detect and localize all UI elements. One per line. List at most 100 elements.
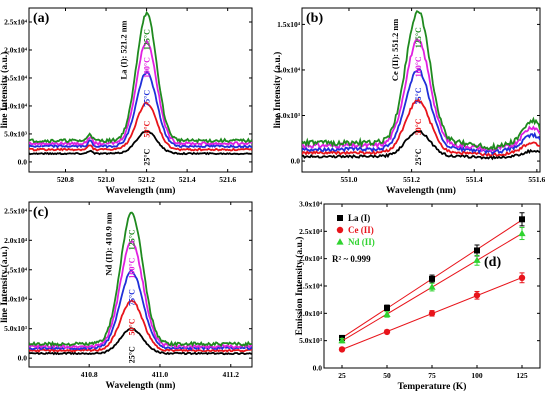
- data-point: [518, 229, 526, 237]
- temp-label-50: 50°C: [143, 120, 152, 137]
- data-point: [383, 328, 391, 336]
- data-point: [338, 336, 346, 344]
- spectrum-line-75: [29, 269, 252, 351]
- x-tick-label: 551.6: [528, 175, 545, 184]
- y-tick-label: 0.0: [291, 157, 301, 166]
- temp-label-100: 100°C: [128, 257, 137, 278]
- temp-label-50: 50°C: [128, 318, 137, 335]
- data-point: [428, 310, 436, 317]
- y-tick-label: 0.0: [18, 354, 28, 363]
- spectrum-line-75: [302, 68, 540, 156]
- legend-label: La (I): [348, 213, 370, 223]
- legend-marker: [336, 226, 344, 234]
- x-tick-label: 75: [428, 371, 436, 380]
- temp-label-100: 100°C: [414, 56, 423, 77]
- legend: La (I) Ce (II) Nd (II): [336, 213, 375, 247]
- data-point: [473, 292, 481, 299]
- y-axis-label: line Intensity (a.u.): [0, 246, 10, 323]
- data-point: [384, 304, 390, 311]
- x-tick-label: 521.2: [138, 175, 155, 184]
- temp-label-125: 125°C: [128, 229, 137, 250]
- data-point: [474, 247, 480, 254]
- temp-label-25: 25°C: [414, 148, 423, 165]
- y-axis-label: Emission Intensity (a.u.): [294, 237, 305, 336]
- y-tick-label: 5.0x10³: [299, 336, 323, 345]
- temp-label-125: 125°C: [143, 29, 152, 50]
- spectrum-line-25: [29, 327, 252, 356]
- spectra: [29, 10, 252, 156]
- y-tick-label: 5.0x10³: [4, 129, 28, 138]
- peak-label: Nd (II): 410.9 nm: [104, 212, 114, 275]
- spectrum-line-125: [302, 9, 540, 152]
- spectrum-line-75: [29, 70, 252, 149]
- y-tick-label: 2.0x10⁴: [299, 254, 323, 263]
- x-tick-label: 521.6: [219, 175, 236, 184]
- spectrum-line-125: [29, 211, 252, 348]
- spectrum-line-25: [302, 129, 540, 161]
- panel-b: 551.0 551.2 551.4 551.6 0.0 5.0x10³ 1.0x10⁴ 1.5…: [272, 7, 546, 196]
- spectrum-line-50: [29, 299, 252, 353]
- plot-frame: [301, 7, 541, 173]
- y-tick-label: 1.0x10⁴: [4, 295, 28, 304]
- panel-label: (c): [33, 205, 49, 220]
- y-tick-label: 2.0x10⁴: [4, 236, 28, 245]
- x-tick-label: 411.0: [152, 370, 169, 379]
- x-tick-label: 25: [338, 371, 346, 380]
- y-tick-label: 5.0x10³: [4, 324, 28, 333]
- y-axis-label: line Intensity (a.u.): [272, 52, 283, 129]
- peak-label: La (I): 521.2 nm: [119, 20, 129, 79]
- spectrum-line-25: [29, 129, 252, 156]
- y-tick-label: 1.0x10⁴: [299, 309, 323, 318]
- data-point: [519, 216, 525, 223]
- plot-frame: [28, 201, 253, 368]
- data-point: [338, 346, 346, 353]
- legend-label: Nd (II): [348, 237, 375, 247]
- spectra: [29, 211, 252, 356]
- spectrum-line-50: [302, 97, 540, 158]
- spectrum-line-50: [29, 101, 252, 152]
- y-tick-label: 2.5x10⁴: [4, 17, 28, 26]
- temp-label-75: 75°C: [414, 87, 423, 104]
- x-tick-label: 100: [471, 371, 483, 380]
- y-tick-label: 3.0x10⁴: [299, 200, 323, 209]
- x-axis-label: Wavelength (nm): [106, 185, 176, 196]
- y-axis-label: line Intensity (a.u.): [0, 52, 10, 129]
- legend-marker: [337, 215, 343, 221]
- temp-label-25: 25°C: [128, 346, 137, 363]
- panel-d: 25 50 75 100 125 0.0 5.0x10³ 1.0x10⁴ 1.5x10⁴ 2.0x…: [294, 200, 541, 392]
- y-tick-label: 2.0x10⁴: [4, 45, 28, 54]
- data-point: [428, 283, 436, 290]
- x-axis-label: Wavelength (nm): [386, 185, 456, 196]
- spectrum-line-100: [29, 239, 252, 350]
- temp-label-100: 100°C: [143, 57, 152, 78]
- peak-label: Ce (II): 551.2 nm: [390, 19, 400, 81]
- x-tick-label: 411.2: [223, 370, 240, 379]
- x-tick-label: 551.4: [466, 175, 483, 184]
- y-tick-label: 5.0x10³: [277, 111, 301, 120]
- x-tick-label: 50: [383, 371, 391, 380]
- spectra: [302, 9, 540, 161]
- x-tick-label: 521.0: [98, 175, 115, 184]
- x-axis-label: Temperature (K): [398, 381, 467, 392]
- legend-label: Ce (II): [348, 225, 374, 235]
- spectrum-line-125: [29, 10, 252, 144]
- panel-label: (a): [33, 11, 50, 26]
- panel-a: 520.8 521.0 521.2 521.4 521.6 0.0 5.0x10³ 1.0x1…: [0, 7, 253, 196]
- x-tick-label: 521.4: [179, 175, 196, 184]
- x-tick-label: 551.0: [341, 175, 358, 184]
- y-tick-label: 2.5x10⁴: [4, 206, 28, 215]
- x-tick-label: 520.8: [57, 175, 74, 184]
- spectrum-line-100: [29, 38, 252, 147]
- temp-label-25: 25°C: [143, 148, 152, 165]
- x-tick-label: 410.8: [81, 370, 98, 379]
- panel-label: (b): [306, 11, 323, 26]
- y-tick-label: 1.5x10⁴: [4, 265, 28, 274]
- y-tick-label: 1.5x10⁴: [299, 282, 323, 291]
- y-tick-label: 1.0x10⁴: [4, 101, 28, 110]
- legend-marker: [336, 238, 344, 245]
- temp-label-50: 50°C: [414, 118, 423, 135]
- temp-label-125: 125°C: [414, 27, 423, 48]
- y-tick-label: 2.5x10⁴: [299, 227, 323, 236]
- r-squared-annotation: R² ~ 0.999: [332, 254, 371, 264]
